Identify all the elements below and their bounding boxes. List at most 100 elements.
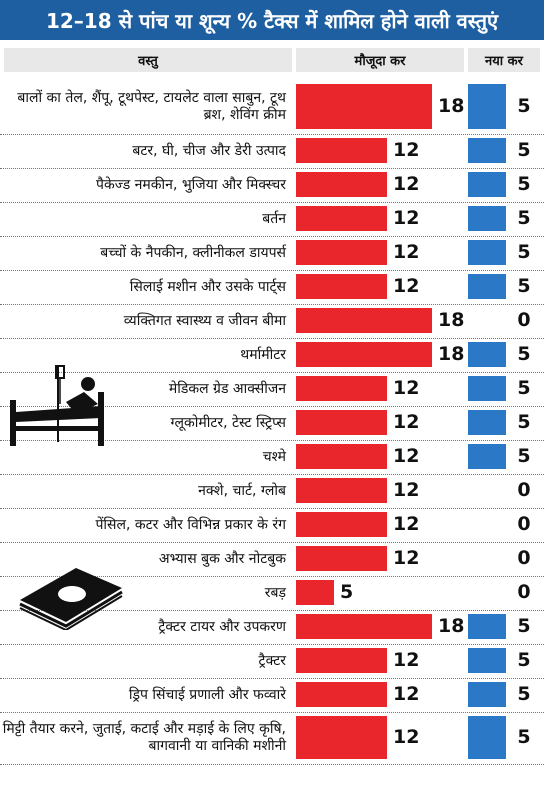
- current-tax-bar: [296, 274, 387, 299]
- item-label: अभ्यास बुक और नोटबुक: [158, 550, 286, 567]
- current-tax-value: 12: [393, 479, 420, 501]
- current-tax-bar: [296, 410, 387, 435]
- new-tax-value: 5: [517, 649, 531, 671]
- current-tax-value: 18: [438, 309, 465, 331]
- new-tax-bar: [468, 342, 506, 367]
- new-tax-bar: [468, 444, 506, 469]
- current-tax-bar: [296, 614, 432, 639]
- new-tax-bar: [468, 206, 506, 231]
- new-tax-value: 5: [517, 411, 531, 433]
- current-tax-bar: [296, 512, 387, 537]
- current-tax-value: 12: [393, 513, 420, 535]
- table-row: बालों का तेल, शैंपू, टूथपेस्ट, टायलेट वा…: [0, 80, 544, 135]
- books-icon: [19, 568, 123, 630]
- new-tax-value: 5: [517, 377, 531, 399]
- new-tax-bar: [468, 376, 506, 401]
- current-tax-bar: [296, 308, 432, 333]
- new-tax-value: 5: [517, 173, 531, 195]
- current-tax-bar: [296, 376, 387, 401]
- hospital-bed-icon: [10, 365, 104, 446]
- table-row: ट्रैक्टर टायर और उपकरण 18 5: [0, 610, 544, 645]
- current-tax-bar: [296, 478, 387, 503]
- current-tax-bar: [296, 172, 387, 197]
- table-row: बच्चों के नैपकीन, क्लीनीकल डायपर्स 12 5: [0, 236, 544, 271]
- current-tax-bar: [296, 138, 387, 163]
- item-label: बालों का तेल, शैंपू, टूथपेस्ट, टायलेट वा…: [17, 90, 286, 123]
- item-label: बर्तन: [262, 210, 286, 227]
- new-tax-bar: [468, 138, 506, 163]
- current-tax-value: 12: [393, 411, 420, 433]
- table-row: अभ्यास बुक और नोटबुक 12 0: [0, 542, 544, 577]
- new-tax-value: 0: [517, 581, 531, 603]
- current-tax-bar: [296, 342, 432, 367]
- table-row: पेंसिल, कटर और विभिन्न प्रकार के रंग 12 0: [0, 508, 544, 543]
- new-tax-bar: [468, 274, 506, 299]
- item-label: बटर, घी, चीज और डेरी उत्पाद: [132, 142, 286, 159]
- header-current-tax: मौजूदा कर: [296, 48, 464, 72]
- new-tax-bar: [468, 648, 506, 673]
- table-row: रबड़ 5 0: [0, 576, 544, 611]
- item-label: व्यक्तिगत स्वास्थ्य व जीवन बीमा: [123, 312, 286, 329]
- table-row: ग्लूकोमीटर, टेस्ट स्ट्रिप्स 12 5: [0, 406, 544, 441]
- new-tax-bar: [468, 716, 506, 759]
- new-tax-bar: [468, 172, 506, 197]
- current-tax-value: 12: [393, 173, 420, 195]
- table-row: बर्तन 12 5: [0, 202, 544, 237]
- new-tax-value: 0: [517, 513, 531, 535]
- new-tax-value: 5: [517, 139, 531, 161]
- header-item: वस्तु: [4, 48, 292, 72]
- current-tax-value: 12: [393, 207, 420, 229]
- item-label: ट्रैक्टर: [258, 652, 286, 669]
- new-tax-value: 5: [517, 615, 531, 637]
- item-label: सिलाई मशीन और उसके पार्ट्स: [129, 278, 286, 295]
- new-tax-bar: [468, 84, 506, 129]
- table-row: ड्रिप सिंचाई प्रणाली और फव्वारे 12 5: [0, 678, 544, 713]
- new-tax-value: 5: [517, 343, 531, 365]
- current-tax-value: 12: [393, 445, 420, 467]
- table-row: पैकेज्ड नमकीन, भुजिया और मिक्स्चर 12 5: [0, 168, 544, 203]
- item-label: ट्रैक्टर टायर और उपकरण: [158, 618, 286, 635]
- new-tax-value: 0: [517, 547, 531, 569]
- current-tax-value: 12: [393, 726, 420, 748]
- item-label: मिट्टी तैयार करने, जुताई, कटाई और मड़ाई …: [2, 721, 286, 754]
- new-tax-value: 5: [517, 726, 531, 748]
- current-tax-bar: [296, 648, 387, 673]
- current-tax-value: 12: [393, 275, 420, 297]
- item-label: ग्लूकोमीटर, टेस्ट स्ट्रिप्स: [170, 414, 286, 431]
- new-tax-value: 5: [517, 207, 531, 229]
- current-tax-bar: [296, 84, 432, 129]
- current-tax-bar: [296, 444, 387, 469]
- current-tax-value: 18: [438, 95, 465, 117]
- current-tax-value: 12: [393, 547, 420, 569]
- current-tax-value: 18: [438, 343, 465, 365]
- item-label: रबड़: [264, 584, 286, 601]
- new-tax-bar: [468, 410, 506, 435]
- table-row: व्यक्तिगत स्वास्थ्य व जीवन बीमा 18 0: [0, 304, 544, 339]
- current-tax-bar: [296, 580, 334, 605]
- current-tax-value: 12: [393, 649, 420, 671]
- current-tax-value: 12: [393, 139, 420, 161]
- new-tax-value: 0: [517, 309, 531, 331]
- current-tax-bar: [296, 240, 387, 265]
- current-tax-value: 5: [340, 581, 354, 603]
- new-tax-value: 5: [517, 95, 531, 117]
- new-tax-value: 5: [517, 445, 531, 467]
- new-tax-value: 5: [517, 241, 531, 263]
- item-label: ड्रिप सिंचाई प्रणाली और फव्वारे: [128, 686, 286, 703]
- table-row: मेडिकल ग्रेड आक्सीजन 12 5: [0, 372, 544, 407]
- table-row: थर्मामीटर 18 5: [0, 338, 544, 373]
- header-new-tax: नया कर: [468, 48, 540, 72]
- table-row: मिट्टी तैयार करने, जुताई, कटाई और मड़ाई …: [0, 712, 544, 765]
- item-label: नक्शे, चार्ट, ग्लोब: [198, 482, 286, 499]
- new-tax-bar: [468, 240, 506, 265]
- current-tax-value: 18: [438, 615, 465, 637]
- item-label: पैकेज्ड नमकीन, भुजिया और मिक्स्चर: [96, 176, 286, 193]
- table-row: नक्शे, चार्ट, ग्लोब 12 0: [0, 474, 544, 509]
- new-tax-value: 5: [517, 275, 531, 297]
- item-label: चश्मे: [262, 448, 286, 465]
- new-tax-bar: [468, 614, 506, 639]
- new-tax-bar: [468, 682, 506, 707]
- chart-title: 12–18 से पांच या शून्य % टैक्स में शामिल…: [0, 0, 544, 40]
- new-tax-value: 5: [517, 683, 531, 705]
- current-tax-bar: [296, 682, 387, 707]
